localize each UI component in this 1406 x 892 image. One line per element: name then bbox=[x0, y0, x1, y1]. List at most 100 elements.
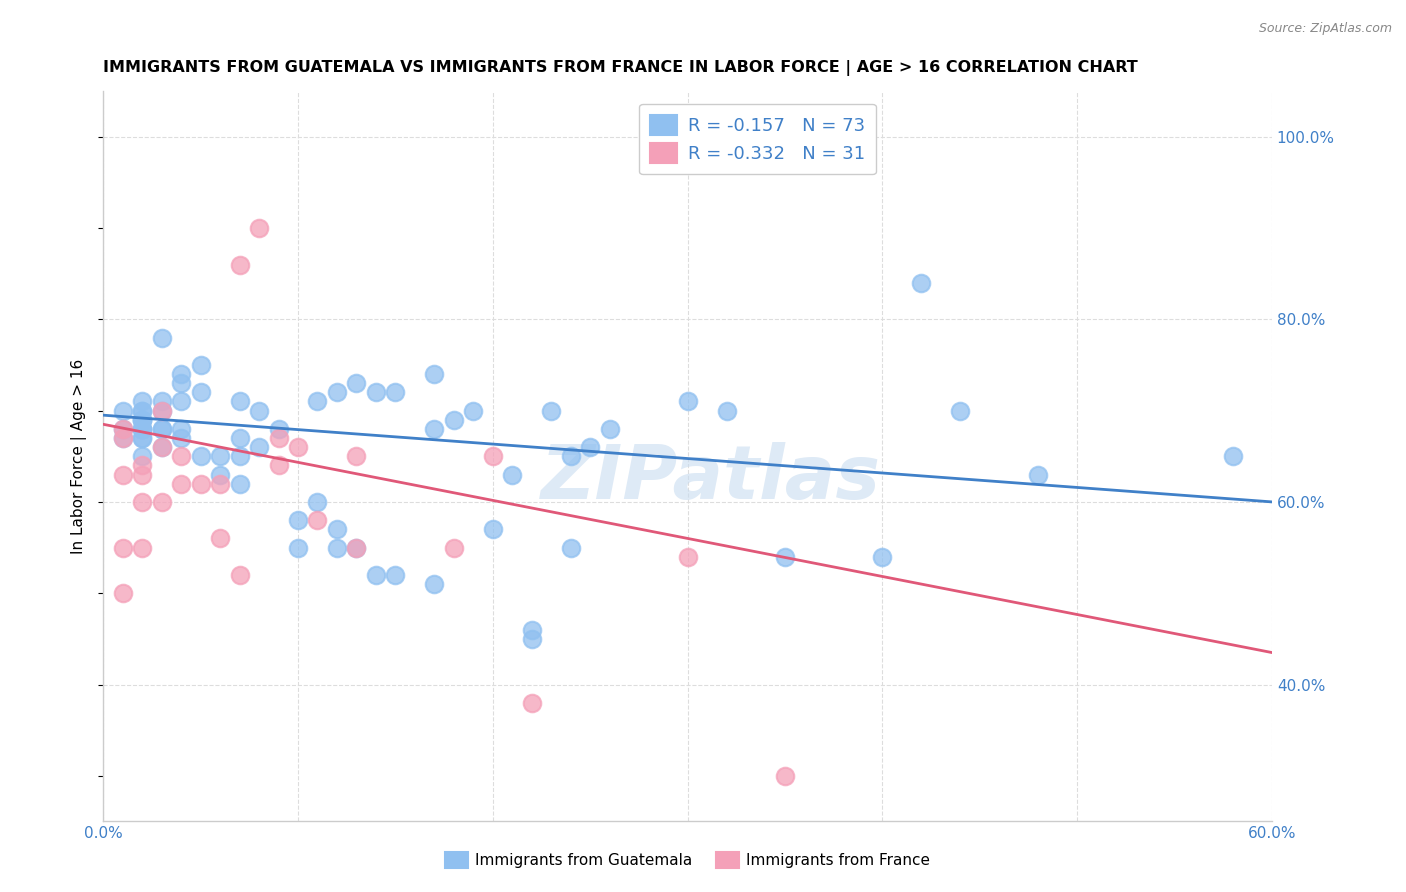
Point bbox=[773, 549, 796, 564]
Point bbox=[949, 403, 972, 417]
Point bbox=[423, 422, 446, 436]
Point bbox=[384, 568, 406, 582]
Point bbox=[131, 422, 153, 436]
Legend: R = -0.157   N = 73, R = -0.332   N = 31: R = -0.157 N = 73, R = -0.332 N = 31 bbox=[640, 103, 876, 174]
Point bbox=[307, 513, 329, 527]
Point bbox=[501, 467, 523, 482]
Point bbox=[307, 394, 329, 409]
Point bbox=[131, 541, 153, 555]
Point bbox=[131, 394, 153, 409]
Text: IMMIGRANTS FROM GUATEMALA VS IMMIGRANTS FROM FRANCE IN LABOR FORCE | AGE > 16 CO: IMMIGRANTS FROM GUATEMALA VS IMMIGRANTS … bbox=[103, 60, 1137, 76]
Point bbox=[111, 403, 134, 417]
Point bbox=[209, 449, 232, 463]
Point bbox=[131, 431, 153, 445]
Point bbox=[346, 376, 368, 391]
Point bbox=[443, 413, 465, 427]
Point bbox=[228, 258, 250, 272]
Point bbox=[150, 440, 173, 454]
Point bbox=[560, 541, 582, 555]
Point bbox=[150, 403, 173, 417]
Point bbox=[111, 431, 134, 445]
Point bbox=[228, 449, 250, 463]
Point bbox=[1026, 467, 1049, 482]
Point bbox=[520, 632, 543, 646]
Point bbox=[287, 541, 309, 555]
Point bbox=[150, 422, 173, 436]
Point bbox=[131, 458, 153, 473]
Point bbox=[228, 394, 250, 409]
Point bbox=[131, 403, 153, 417]
Point bbox=[190, 358, 212, 372]
Point bbox=[209, 476, 232, 491]
Point bbox=[599, 422, 621, 436]
Point bbox=[872, 549, 894, 564]
Point bbox=[520, 623, 543, 637]
Point bbox=[190, 385, 212, 400]
Point bbox=[346, 449, 368, 463]
Point bbox=[267, 422, 290, 436]
Point bbox=[111, 422, 134, 436]
Point bbox=[364, 568, 387, 582]
Text: ZIPatlas: ZIPatlas bbox=[541, 442, 882, 515]
Point bbox=[150, 330, 173, 344]
Point bbox=[247, 403, 270, 417]
Point bbox=[307, 495, 329, 509]
Point bbox=[326, 522, 349, 536]
Point bbox=[267, 431, 290, 445]
Point bbox=[131, 413, 153, 427]
Point bbox=[1222, 449, 1244, 463]
Point bbox=[364, 385, 387, 400]
Point bbox=[170, 367, 193, 381]
Y-axis label: In Labor Force | Age > 16: In Labor Force | Age > 16 bbox=[72, 359, 87, 554]
Point bbox=[209, 467, 232, 482]
Point bbox=[150, 440, 173, 454]
Point bbox=[131, 467, 153, 482]
Point bbox=[228, 476, 250, 491]
Point bbox=[579, 440, 602, 454]
Point bbox=[247, 440, 270, 454]
Point bbox=[228, 431, 250, 445]
Point bbox=[170, 431, 193, 445]
Point bbox=[111, 541, 134, 555]
Point bbox=[773, 769, 796, 783]
Point bbox=[346, 541, 368, 555]
Point bbox=[111, 467, 134, 482]
Point bbox=[131, 403, 153, 417]
Point bbox=[423, 367, 446, 381]
Point bbox=[190, 449, 212, 463]
Point bbox=[170, 476, 193, 491]
Point bbox=[111, 586, 134, 600]
Point bbox=[463, 403, 485, 417]
Point bbox=[346, 541, 368, 555]
Point bbox=[131, 449, 153, 463]
Point bbox=[481, 449, 503, 463]
Point bbox=[170, 449, 193, 463]
Point bbox=[520, 696, 543, 710]
Point bbox=[228, 568, 250, 582]
Point bbox=[443, 541, 465, 555]
Point bbox=[170, 422, 193, 436]
Point bbox=[131, 413, 153, 427]
Point bbox=[326, 541, 349, 555]
Point bbox=[209, 532, 232, 546]
Point bbox=[326, 385, 349, 400]
Point bbox=[676, 394, 699, 409]
Text: Source: ZipAtlas.com: Source: ZipAtlas.com bbox=[1258, 22, 1392, 36]
Point bbox=[716, 403, 738, 417]
Point bbox=[384, 385, 406, 400]
Point bbox=[131, 422, 153, 436]
Point bbox=[267, 458, 290, 473]
Point bbox=[150, 403, 173, 417]
Point bbox=[676, 549, 699, 564]
Point bbox=[560, 449, 582, 463]
Point bbox=[131, 422, 153, 436]
Point bbox=[150, 422, 173, 436]
Point bbox=[150, 394, 173, 409]
Point bbox=[131, 413, 153, 427]
Point bbox=[111, 431, 134, 445]
Point bbox=[150, 495, 173, 509]
Point bbox=[170, 376, 193, 391]
Point bbox=[131, 431, 153, 445]
Point bbox=[423, 577, 446, 591]
Point bbox=[910, 276, 932, 290]
